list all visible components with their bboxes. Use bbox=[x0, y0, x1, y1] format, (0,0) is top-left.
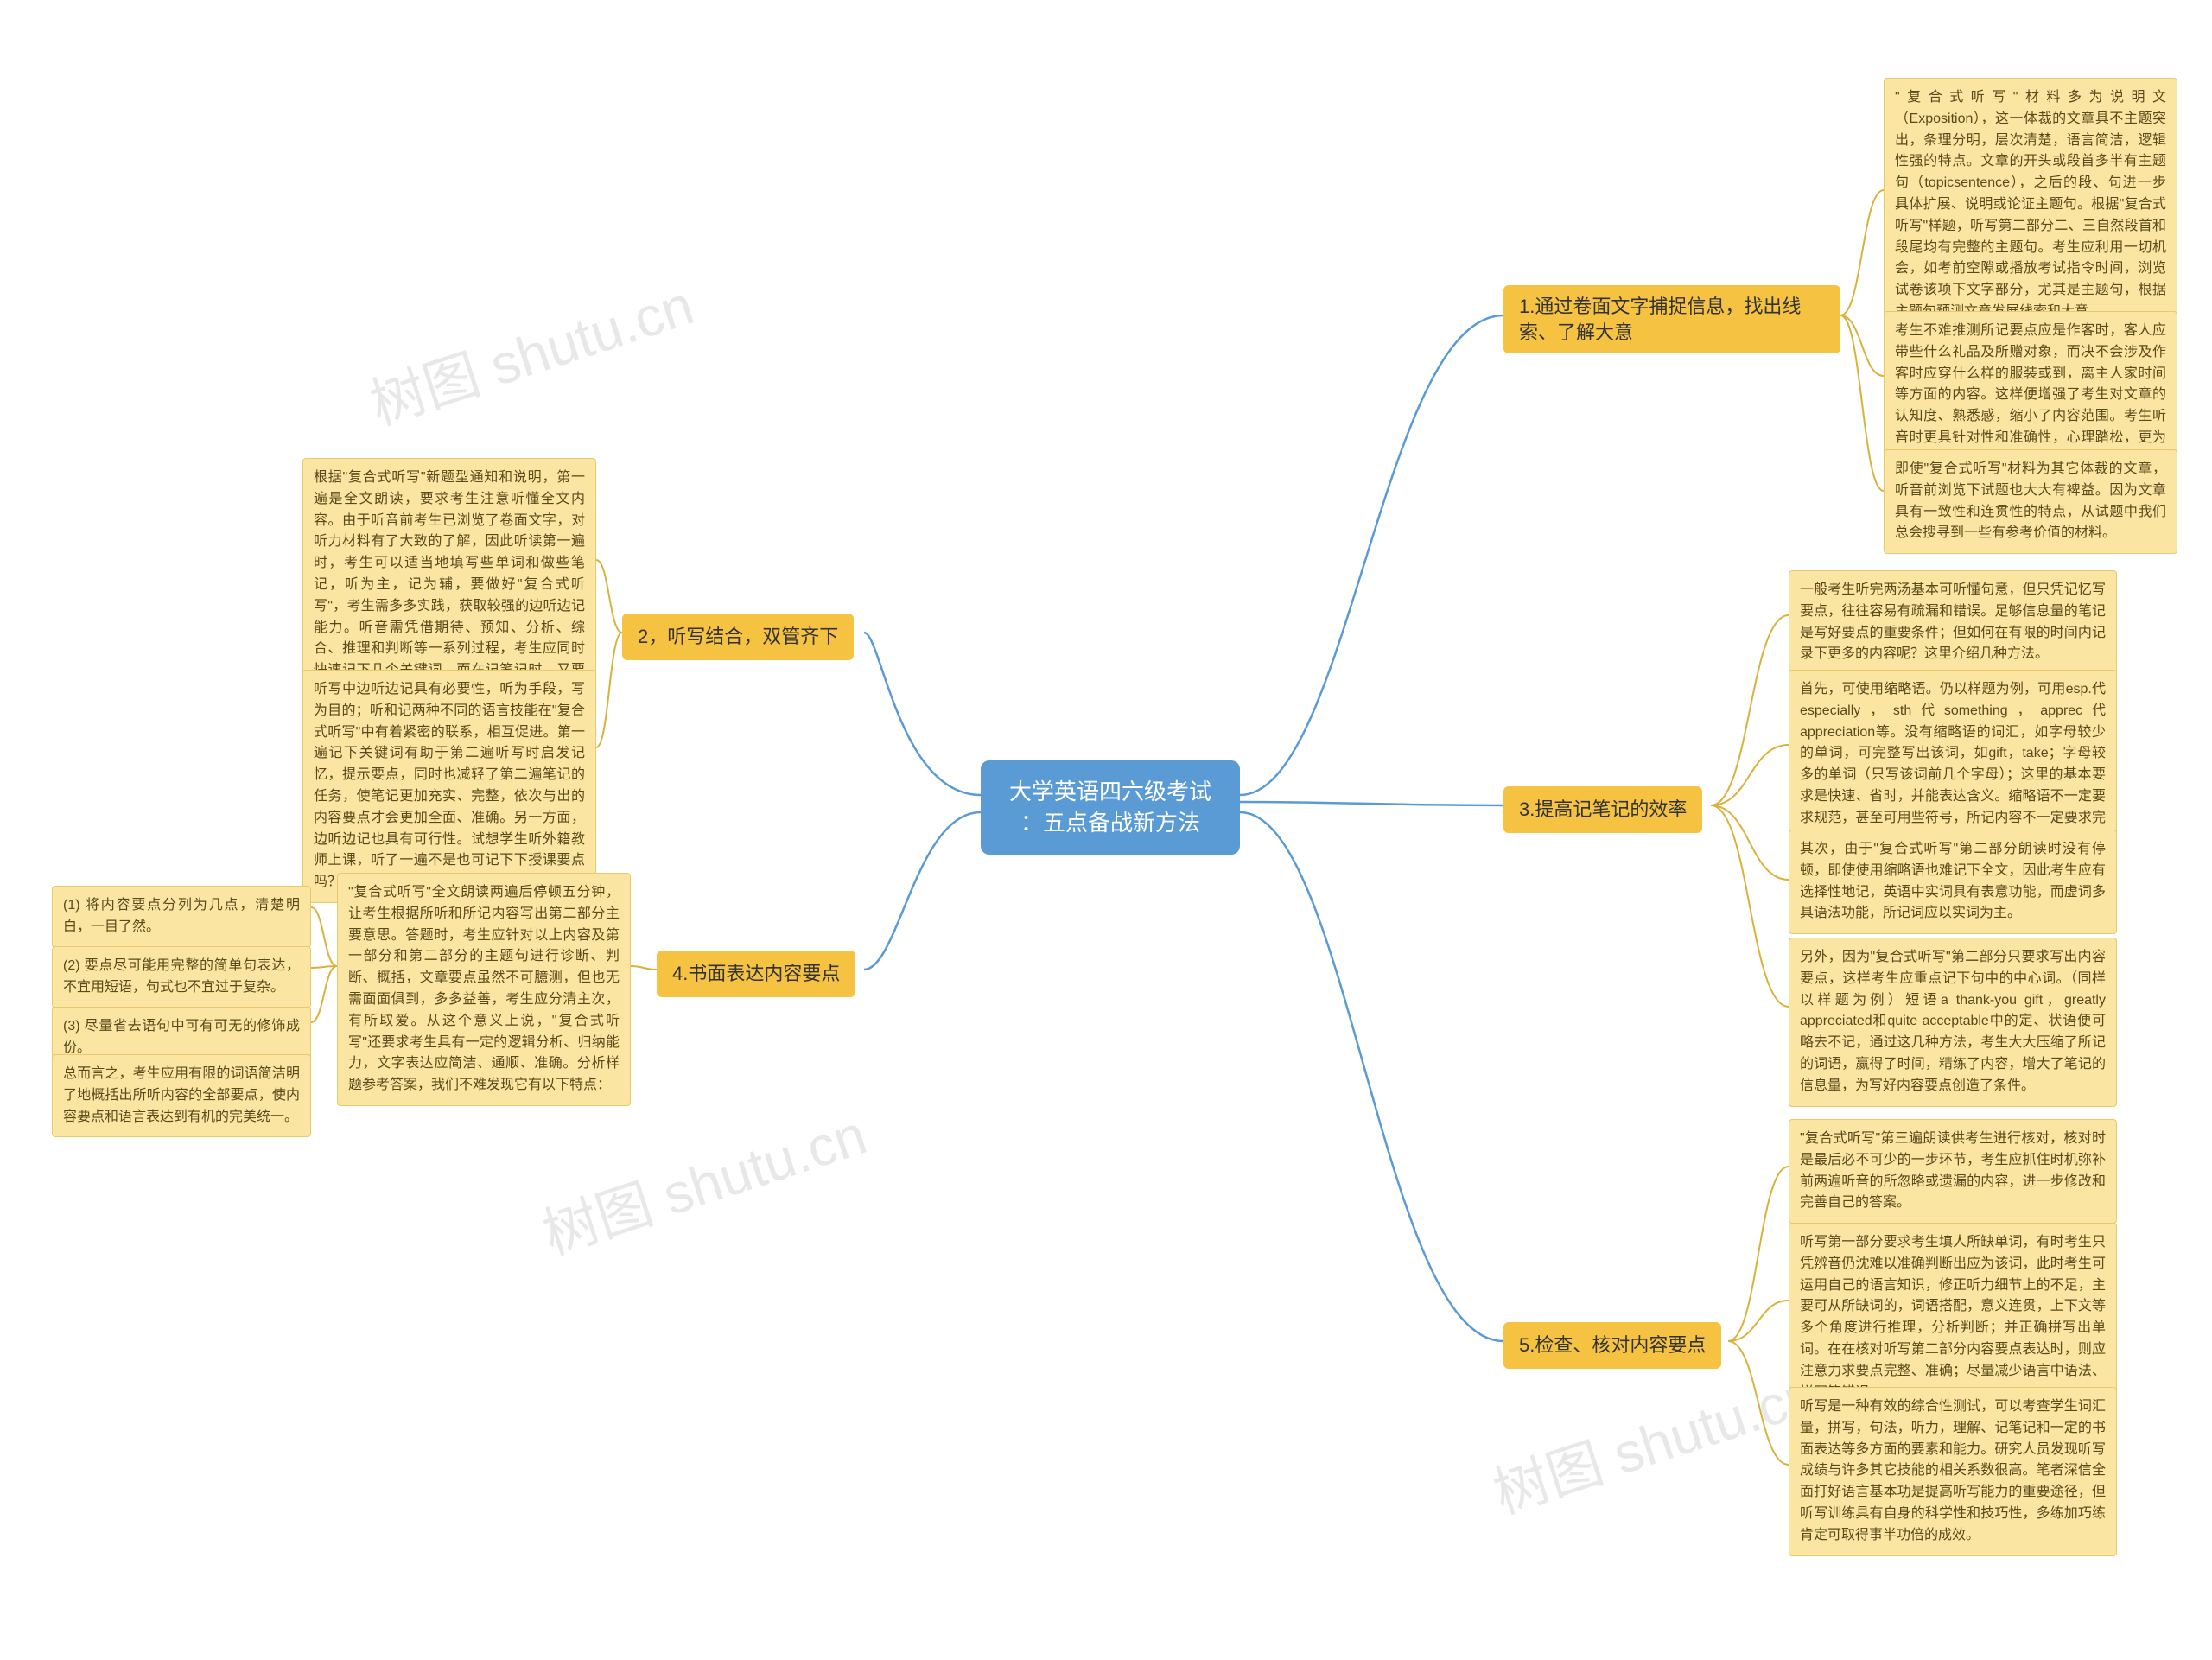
watermark: 树图 shutu.cn bbox=[531, 1091, 874, 1269]
leaf-b4l2[interactable]: (1) 将内容要点分列为几点，清楚明白，一目了然。 bbox=[52, 886, 311, 948]
root-title-line2: ：五点备战新方法 bbox=[1020, 810, 1200, 836]
leaf-b5l2[interactable]: 听写第一部分要求考生填人所缺单词，有时考生只凭辨音仍沈难以准确判断出应为该词，此… bbox=[1789, 1223, 2117, 1413]
leaf-b3l1[interactable]: 一般考生听完两汤基本可听懂句意，但只凭记忆写要点，往往容易有疏漏和错误。足够信息… bbox=[1789, 570, 2117, 675]
watermark: 树图 shutu.cn bbox=[1482, 1350, 1825, 1529]
branch-3[interactable]: 3.提高记笔记的效率 bbox=[1503, 786, 1702, 833]
root-title-line1: 大学英语四六级考试 bbox=[1009, 779, 1211, 805]
branch-4[interactable]: 4.书面表达内容要点 bbox=[657, 951, 855, 997]
leaf-b4l5[interactable]: 总而言之，考生应用有限的词语简洁明了地概括出所听内容的全部要点，使内容要点和语言… bbox=[52, 1054, 311, 1137]
branch-1-label: 1.通过卷面文字捕捉信息，找出线索、了解大意 bbox=[1519, 296, 1801, 343]
branch-1[interactable]: 1.通过卷面文字捕捉信息，找出线索、了解大意 bbox=[1503, 285, 1840, 353]
leaf-b5l3[interactable]: 听写是一种有效的综合性测试，可以考查学生词汇量，拼写，句法，听力，理解、记笔记和… bbox=[1789, 1387, 2117, 1556]
branch-2[interactable]: 2，听写结合，双管齐下 bbox=[622, 614, 854, 660]
leaf-b4l1[interactable]: "复合式听写"全文朗读两遍后停顿五分钟，让考生根据所听和所记内容写出第二部分主要… bbox=[337, 873, 631, 1106]
leaf-b5l1[interactable]: "复合式听写"第三遍朗读供考生进行核对，核对时是最后必不可少的一步环节，考生应抓… bbox=[1789, 1119, 2117, 1224]
leaf-b3l3[interactable]: 其次，由于"复合式听写"第二部分朗读时没有停顿，即使使用缩略语也难记下全文，因此… bbox=[1789, 830, 2117, 934]
leaf-b1l1[interactable]: "复合式听写"材料多为说明文（Exposition），这一体裁的文章具不主题突出… bbox=[1884, 78, 2177, 333]
leaf-b2l2[interactable]: 听写中边听边记具有必要性，听为手段，写为目的；听和记两种不同的语言技能在"复合式… bbox=[302, 670, 596, 903]
root-node[interactable]: 大学英语四六级考试 ：五点备战新方法 bbox=[981, 760, 1240, 855]
branch-5[interactable]: 5.检查、核对内容要点 bbox=[1503, 1322, 1721, 1369]
leaf-b1l3[interactable]: 即使"复合式听写"材料为其它体裁的文章，听音前浏览下试题也大大有裨益。因为文章具… bbox=[1884, 449, 2177, 554]
leaf-b4l3[interactable]: (2) 要点尽可能用完整的简单句表达，不宜用短语，句式也不宜过于复杂。 bbox=[52, 946, 311, 1008]
leaf-b3l4[interactable]: 另外，因为"复合式听写"第二部分只要求写出内容要点，这样考生应重点记下句中的中心… bbox=[1789, 938, 2117, 1107]
watermark: 树图 shutu.cn bbox=[359, 261, 702, 440]
